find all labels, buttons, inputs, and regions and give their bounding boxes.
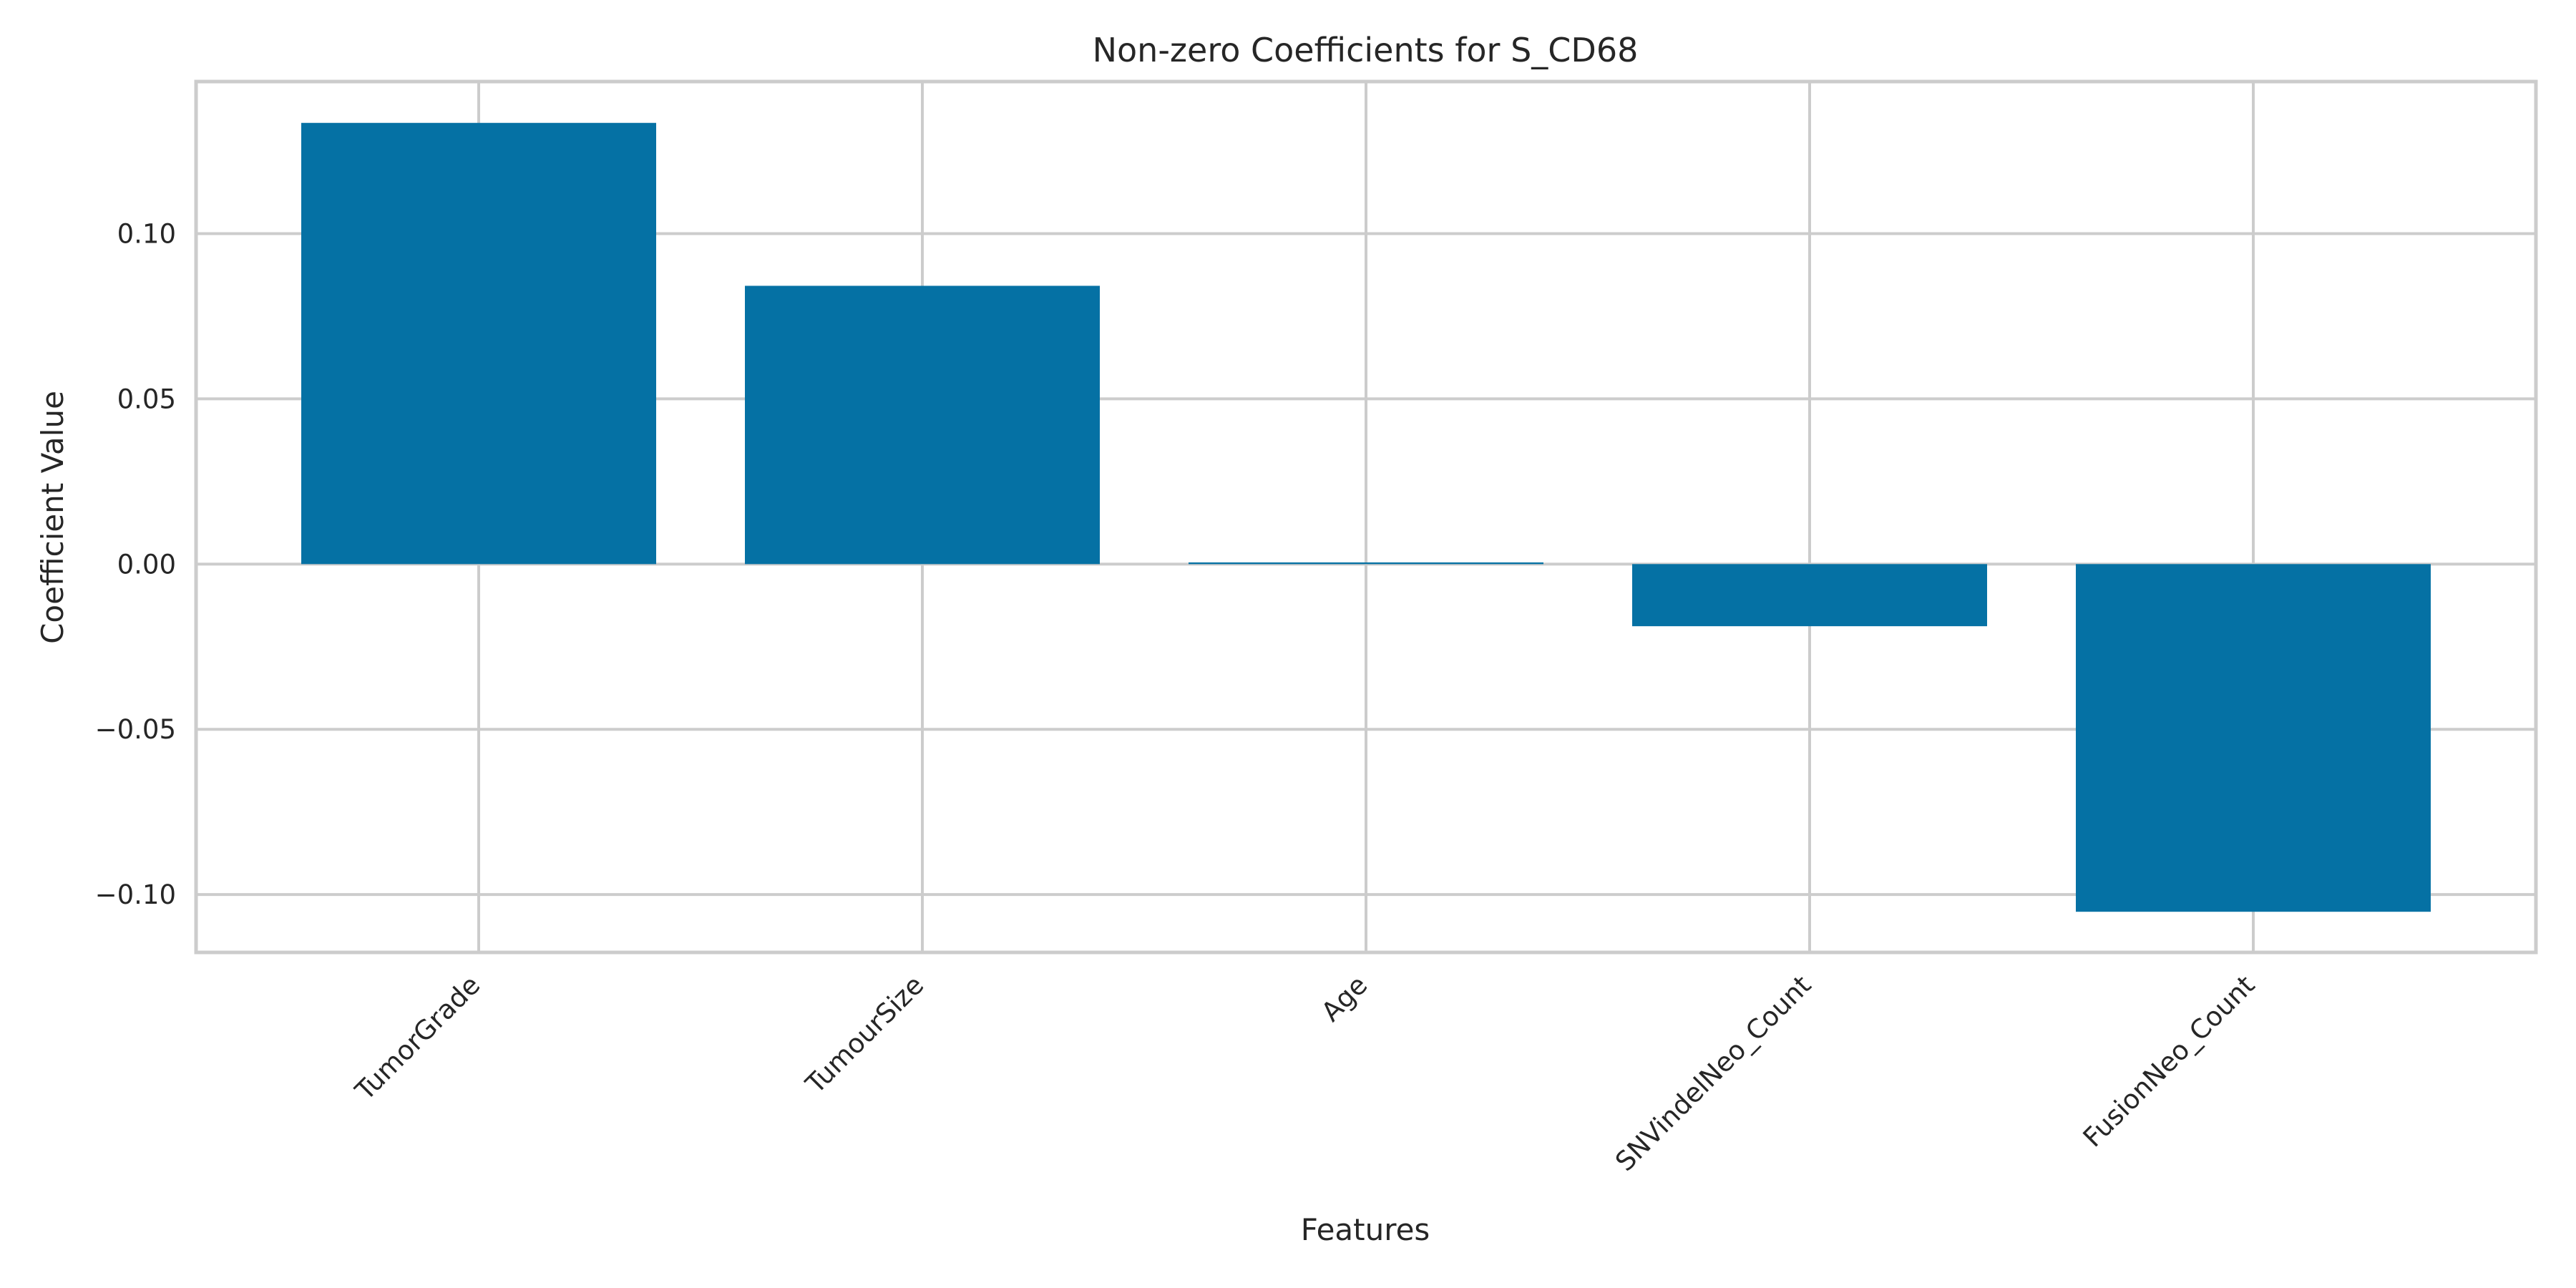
x-axis-title: Features bbox=[1301, 1212, 1430, 1247]
bar-fusionneo-count bbox=[2076, 564, 2431, 912]
bar-age bbox=[1189, 562, 1543, 565]
y-axis-title: Coefficient Value bbox=[35, 391, 70, 644]
y-tick-label: −0.10 bbox=[95, 879, 176, 910]
x-tick-label: Age bbox=[1315, 970, 1373, 1028]
plot-frame bbox=[194, 79, 2538, 955]
y-tick-labels: 0.10 0.05 0.00 −0.05 −0.10 bbox=[95, 218, 176, 910]
bar-tumoursize bbox=[745, 286, 1100, 565]
chart-title: Non-zero Coefficients for S_CD68 bbox=[1093, 31, 1639, 69]
y-tick-label: −0.05 bbox=[95, 714, 176, 745]
y-tick-label: 0.00 bbox=[117, 549, 176, 580]
x-tick-label: TumorGrade bbox=[349, 970, 487, 1107]
y-tick-label: 0.05 bbox=[117, 384, 176, 414]
x-tick-labels: TumorGrade TumourSize Age SNVindelNeo_Count… bbox=[349, 970, 2261, 1177]
bars bbox=[301, 122, 2431, 912]
y-tick-label: 0.10 bbox=[117, 218, 176, 249]
x-tick-label: TumourSize bbox=[799, 970, 930, 1100]
x-tick-label: SNVindelNeo_Count bbox=[1609, 970, 1817, 1177]
x-tick-label: FusionNeo_Count bbox=[2077, 970, 2261, 1153]
bar-snvindelneo-count bbox=[1632, 564, 1987, 627]
bar-tumorgrade bbox=[301, 122, 656, 565]
